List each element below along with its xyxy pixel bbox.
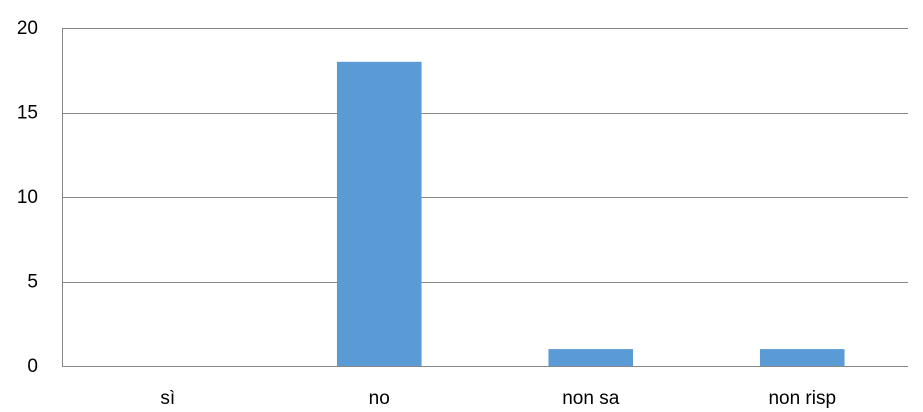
x-tick-label: sì <box>160 388 175 409</box>
x-tick-label: non sa <box>562 388 619 409</box>
y-tick-label: 5 <box>27 272 38 293</box>
y-tick-label: 20 <box>17 18 38 39</box>
x-tick-label: no <box>369 388 390 409</box>
bar-non-risp <box>759 349 845 366</box>
x-tick-label: non risp <box>768 388 836 409</box>
x-axis-ticks: sì no non sa non risp <box>160 388 836 409</box>
y-tick-label: 10 <box>17 187 38 208</box>
bars <box>336 61 845 367</box>
y-tick-label: 0 <box>27 356 38 377</box>
gridlines <box>62 28 908 367</box>
y-tick-label: 15 <box>17 103 38 124</box>
bar-no <box>336 61 422 367</box>
bar-non-sa <box>548 349 634 366</box>
y-axis-ticks: 0 5 10 15 20 <box>17 18 38 377</box>
